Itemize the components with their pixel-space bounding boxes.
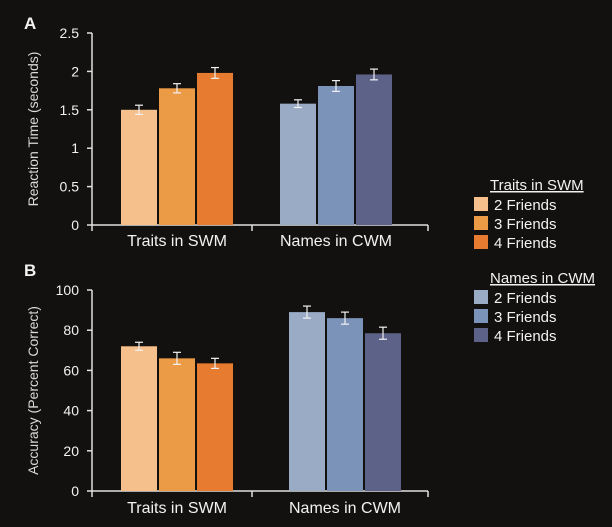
bar-3-friends-1 bbox=[318, 85, 354, 225]
bar-4-friends-1 bbox=[365, 333, 401, 491]
y-tick-label: 40 bbox=[63, 403, 79, 419]
panel-b-accuracy-chart: B Accuracy (Percent Correct) 0 20 40 60 80 100 T… bbox=[24, 261, 429, 517]
y-axis-label: Reaction Time (seconds) bbox=[25, 52, 41, 207]
y-axis-label: Accuracy (Percent Correct) bbox=[25, 306, 41, 475]
y-tick-label: 0 bbox=[71, 483, 79, 499]
panel-a-reaction-time-chart: A Reaction Time (seconds) 0 0.5 1 1.5 2 2.5 Trai… bbox=[24, 14, 429, 250]
y-tick-label: 60 bbox=[63, 362, 79, 378]
bar-2-friends-0 bbox=[121, 346, 157, 491]
bar-4-friends-0 bbox=[197, 72, 233, 225]
legend-item-label: 2 Friends bbox=[494, 197, 557, 214]
bar-3-friends-0 bbox=[159, 88, 195, 226]
x-category-label: Names in CWM bbox=[280, 233, 392, 250]
y-tick-label: 20 bbox=[63, 443, 79, 459]
legend: Traits in SWM 2 Friends 3 Friends 4 Friend… bbox=[474, 177, 595, 345]
x-category-label: Traits in SWM bbox=[127, 233, 227, 250]
y-tick-label: 100 bbox=[56, 282, 80, 298]
legend-swatch bbox=[474, 197, 488, 211]
legend-item-label: 4 Friends bbox=[494, 235, 557, 252]
bar-3-friends-0 bbox=[159, 358, 195, 491]
legend-swatch bbox=[474, 328, 488, 342]
bar-2-friends-0 bbox=[121, 109, 157, 225]
y-tick-label: 1 bbox=[71, 140, 79, 156]
legend-item-label: 3 Friends bbox=[494, 216, 557, 233]
bar-4-friends-1 bbox=[356, 74, 392, 225]
legend-swatch bbox=[474, 216, 488, 230]
y-tick-label: 1.5 bbox=[60, 102, 80, 118]
y-tick-label: 2.5 bbox=[60, 25, 80, 41]
legend-names-title: Names in CWM bbox=[490, 270, 595, 287]
legend-swatch bbox=[474, 235, 488, 249]
bar-2-friends-1 bbox=[289, 312, 325, 491]
legend-item-label: 2 Friends bbox=[494, 290, 557, 307]
x-category-label: Names in CWM bbox=[289, 500, 401, 517]
bar-4-friends-0 bbox=[197, 363, 233, 491]
bar-3-friends-1 bbox=[327, 318, 363, 491]
legend-traits-title: Traits in SWM bbox=[490, 177, 584, 194]
bar-2-friends-1 bbox=[280, 103, 316, 225]
legend-swatch bbox=[474, 309, 488, 323]
panel-b-label: B bbox=[24, 261, 36, 280]
y-tick-label: 0.5 bbox=[60, 179, 80, 195]
y-tick-label: 2 bbox=[71, 63, 79, 79]
x-category-label: Traits in SWM bbox=[127, 500, 227, 517]
legend-swatch bbox=[474, 290, 488, 304]
legend-item-label: 3 Friends bbox=[494, 309, 557, 326]
panel-a-label: A bbox=[24, 14, 36, 33]
legend-item-label: 4 Friends bbox=[494, 328, 557, 345]
y-tick-label: 0 bbox=[71, 217, 79, 233]
y-tick-label: 80 bbox=[63, 322, 79, 338]
